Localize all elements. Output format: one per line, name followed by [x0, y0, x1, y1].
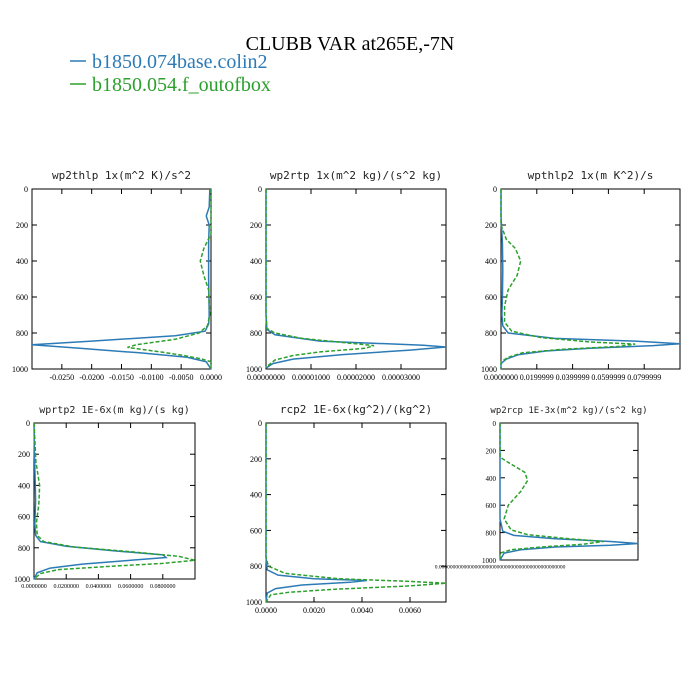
- y-tick-label: 400: [250, 257, 262, 266]
- series-line-1: [499, 423, 639, 561]
- chart-panel-4: wprtp2 1E-6x(m kg)/(s kg) 0 200 400 600 800 10…: [14, 405, 196, 590]
- x-tick-label: 0.0000: [200, 373, 222, 382]
- chart-panel-1: wp2thlp 1x(m^2 K)/s^2 0 200 400 600 800 1000 -0…: [12, 169, 222, 382]
- y-tick-label: 800: [486, 530, 497, 538]
- x-tick-label: 0.00002000: [337, 373, 375, 382]
- chart-panels: wp2thlp 1x(m^2 K)/s^2 0 200 400 600 800 1000 -0…: [12, 169, 681, 615]
- y-tick-label: 1000: [14, 575, 30, 584]
- y-tick-label: 0: [26, 419, 30, 428]
- y-tick-label: 600: [486, 502, 497, 510]
- chart-panel-2: wp2rtp 1x(m^2 kg)/(s^2 kg) 0 200 400 600 800 1…: [246, 169, 447, 382]
- plot-frame: [33, 422, 196, 580]
- x-tick-label: 0.0799999: [627, 373, 661, 382]
- series-line-2: [500, 189, 636, 369]
- x-tick-label: -0.0100: [139, 373, 164, 382]
- panel-title: wp2rcp 1E-3x(m^2 kg)/(s^2 kg): [490, 406, 647, 416]
- chart-panel-3: wpthlp2 1x(m K^2)/s 0 200 400 600 800 10000.00…: [481, 169, 681, 382]
- y-tick-label: 800: [250, 562, 262, 571]
- chart-panel-5: rcp2 1E-6x(kg^2)/(kg^2) 0 200 400 600 800 1000…: [246, 403, 447, 615]
- panel-title: wprtp2 1E-6x(m kg)/(s kg): [39, 405, 190, 416]
- y-tick-label: 600: [250, 293, 262, 302]
- y-tick-label: 600: [16, 293, 28, 302]
- x-tick-label: 0.0040: [351, 606, 373, 615]
- figure-title: CLUBB VAR at265E,-7N: [246, 33, 455, 55]
- x-tick-label: 0.00000000000000000000000000000000000000…: [435, 565, 566, 571]
- legend-entry-1: b1850.074base.colin2: [70, 51, 268, 73]
- y-tick-label: 200: [250, 455, 262, 464]
- y-tick-label: 200: [250, 221, 262, 230]
- x-tick-label: -0.0050: [169, 373, 194, 382]
- y-tick-label: 200: [485, 221, 497, 230]
- series-line-1: [31, 188, 212, 370]
- y-tick-label: 0: [493, 185, 497, 194]
- y-tick-label: 400: [485, 257, 497, 266]
- x-tick-label: 0.0060: [399, 606, 421, 615]
- series-line-2: [265, 423, 447, 603]
- y-tick-label: 600: [250, 526, 262, 535]
- y-tick-label: 400: [486, 475, 497, 483]
- panel-title: rcp2 1E-6x(kg^2)/(kg^2): [280, 403, 432, 416]
- x-tick-label: 0.0400000: [86, 584, 112, 590]
- y-tick-label: 0: [493, 420, 497, 428]
- y-tick-label: 200: [16, 221, 28, 230]
- y-tick-label: 0: [258, 185, 262, 194]
- y-tick-label: 600: [485, 293, 497, 302]
- y-tick-label: 0: [24, 185, 28, 194]
- x-tick-label: 0.0000: [255, 606, 277, 615]
- y-tick-label: 800: [18, 544, 30, 553]
- series-line-1: [500, 189, 681, 369]
- y-tick-label: 400: [250, 491, 262, 500]
- x-tick-label: 0.0399999: [556, 373, 590, 382]
- x-tick-label: 0.0800000: [150, 584, 176, 590]
- plot-frame: [500, 188, 681, 370]
- x-tick-label: 0.0199999: [520, 373, 554, 382]
- series-line-1: [265, 189, 447, 369]
- chart-panel-6: wp2rcp 1E-3x(m^2 kg)/(s^2 kg) 0 200 400 600 8…: [435, 406, 648, 571]
- plot-frame: [31, 188, 212, 370]
- y-tick-label: 1000: [246, 365, 262, 374]
- panel-title: wp2thlp 1x(m^2 K)/s^2: [52, 169, 191, 182]
- x-tick-label: 0.00003000: [382, 373, 420, 382]
- y-tick-label: 800: [250, 329, 262, 338]
- y-tick-label: 1000: [246, 598, 262, 607]
- legend-label-1: b1850.074base.colin2: [92, 51, 268, 73]
- x-tick-label: 0.0200000: [53, 584, 79, 590]
- x-tick-label: -0.0250: [49, 373, 74, 382]
- legend-label-2: b1850.054.f_outofbox: [92, 74, 271, 96]
- x-tick-label: 0.0000000: [484, 373, 518, 382]
- y-tick-label: 0: [258, 419, 262, 428]
- x-tick-label: 0.0600000: [118, 584, 144, 590]
- series-line-2: [499, 423, 604, 560]
- legend-entry-2: b1850.054.f_outofbox: [70, 74, 271, 96]
- series-line-2: [127, 189, 212, 369]
- y-tick-label: 200: [18, 450, 30, 459]
- legend: b1850.074base.colin2 b1850.054.f_outofbo…: [70, 51, 271, 96]
- y-tick-label: 400: [16, 257, 28, 266]
- x-tick-label: -0.0150: [109, 373, 134, 382]
- series-line-2: [33, 422, 196, 580]
- x-tick-label: 0.00001000: [292, 373, 330, 382]
- series-line-2: [265, 189, 375, 368]
- y-tick-label: 400: [18, 481, 30, 490]
- plot-frame: [265, 422, 447, 603]
- y-tick-label: 800: [16, 329, 28, 338]
- panel-title: wp2rtp 1x(m^2 kg)/(s^2 kg): [270, 169, 442, 182]
- y-tick-label: 200: [486, 447, 497, 455]
- y-tick-label: 800: [485, 329, 497, 338]
- y-tick-label: 1000: [12, 365, 28, 374]
- y-tick-label: 1000: [481, 365, 497, 374]
- panel-title: wpthlp2 1x(m K^2)/s: [528, 169, 654, 182]
- x-tick-label: 0.0020: [303, 606, 325, 615]
- x-tick-label: 0.00000000: [247, 373, 285, 382]
- x-tick-label: -0.0200: [79, 373, 104, 382]
- series-line-1: [33, 422, 168, 580]
- x-tick-label: 0.0000000: [21, 584, 47, 590]
- y-tick-label: 600: [18, 513, 30, 522]
- y-tick-label: 1000: [482, 557, 497, 565]
- series-line-1: [265, 423, 367, 603]
- x-tick-label: 0.0599999: [591, 373, 625, 382]
